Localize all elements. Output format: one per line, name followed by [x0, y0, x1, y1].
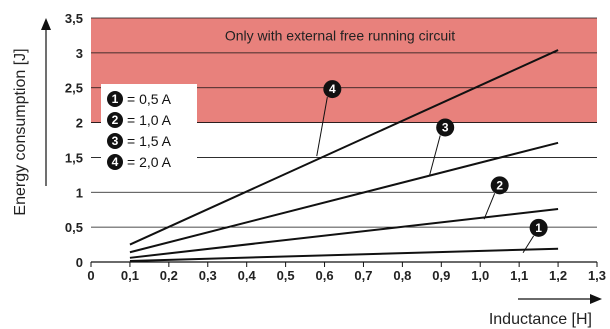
series-markers-layer: 1 2 3 4: [316, 80, 548, 254]
x-tick-label: 0,2: [160, 268, 178, 283]
y-tick-label: 3,5: [65, 11, 83, 26]
x-tick-label: 0,4: [238, 268, 257, 283]
legend-marker: [107, 112, 123, 128]
x-tick-label: 0,1: [121, 268, 139, 283]
x-tick-label: 1,1: [510, 268, 528, 283]
y-tick-label: 2: [76, 116, 83, 131]
x-tick-label: 1,3: [588, 268, 606, 283]
y-tick-label: 2,5: [65, 81, 83, 96]
x-tick-label: 0,6: [315, 268, 333, 283]
legend-marker-number: 2: [112, 113, 119, 127]
legend-marker-number: 4: [112, 155, 119, 169]
series-layer: [129, 49, 559, 262]
series-line-2: [129, 208, 559, 259]
legend-marker: [107, 154, 123, 170]
series-marker-3: [436, 118, 455, 137]
x-tick-label: 0,3: [199, 268, 217, 283]
x-tick-label: 0: [87, 268, 94, 283]
y-axis-arrow-head: [41, 18, 51, 30]
series-leader-2: [483, 193, 496, 220]
y-tick-label: 0,5: [65, 220, 83, 235]
x-tick-label: 0,8: [393, 268, 411, 283]
x-tick-label: 1,2: [549, 268, 567, 283]
x-axis-title: Inductance [H]: [489, 311, 592, 328]
series-marker-number: 2: [496, 178, 503, 192]
series-marker-2: [490, 176, 509, 195]
series-marker-number: 3: [442, 120, 449, 134]
legend-entry-text: = 0,5 A: [127, 91, 172, 107]
series-line-1: [129, 247, 559, 262]
series-marker-1: [529, 218, 548, 237]
series-leader-4: [316, 97, 328, 157]
legend-entry-text: = 1,5 A: [127, 133, 172, 149]
y-tick-label: 1: [76, 185, 83, 200]
legend-marker: [107, 91, 123, 107]
series-marker-number: 4: [329, 82, 336, 96]
x-tick-label: 0,7: [354, 268, 372, 283]
legend-marker-number: 3: [112, 134, 119, 148]
series-leader-3: [429, 135, 441, 176]
y-tick-label: 3: [76, 46, 83, 61]
y-axis-title: Energy consumption [J]: [12, 48, 29, 215]
x-tick-label: 0,5: [277, 268, 295, 283]
x-tick-label: 1,0: [471, 268, 489, 283]
x-axis-arrow-head: [590, 294, 602, 304]
legend-entry-text: = 1,0 A: [127, 112, 172, 128]
legend-marker-number: 1: [112, 92, 119, 106]
series-marker-4: [323, 80, 342, 99]
series-leader-1: [522, 235, 535, 254]
y-tick-label: 0: [76, 255, 83, 270]
axes-layer: 0 0,5 1 1,5 2 2,5 3 3,5 0 0,1 0,2 0,3 0,4 0,5 0,6 0,7 0,…: [41, 11, 606, 304]
legend-marker: [107, 133, 123, 149]
x-tick-label: 0,9: [432, 268, 450, 283]
series-line-3: [129, 141, 559, 254]
series-line-4: [129, 49, 559, 246]
legend-entry-text: = 2,0 A: [127, 154, 172, 170]
legend: 1 = 0,5 A 2 = 1,0 A 3 = 1,5 A 4 = 2,0 A: [101, 84, 197, 177]
y-tick-label: 1,5: [65, 150, 83, 165]
shaded-region-label: Only with external free running circuit: [225, 27, 455, 43]
series-marker-number: 1: [535, 221, 542, 235]
